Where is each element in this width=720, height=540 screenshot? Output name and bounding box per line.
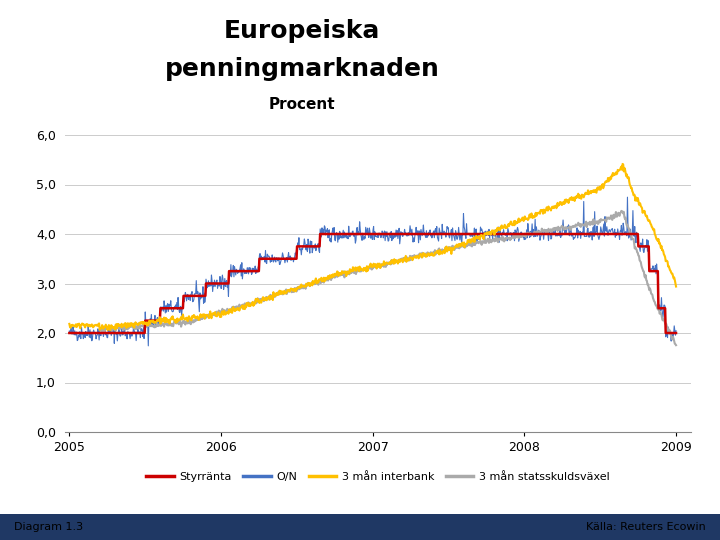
Text: Procent: Procent <box>269 97 336 112</box>
Text: Diagram 1.3: Diagram 1.3 <box>14 522 84 532</box>
Text: penningmarknaden: penningmarknaden <box>165 57 440 80</box>
Text: Källa: Reuters Ecowin: Källa: Reuters Ecowin <box>586 522 706 532</box>
Text: Europeiska: Europeiska <box>224 19 381 43</box>
Legend: Styrränta, O/N, 3 mån interbank, 3 mån statsskuldsväxel: Styrränta, O/N, 3 mån interbank, 3 mån s… <box>142 467 614 486</box>
